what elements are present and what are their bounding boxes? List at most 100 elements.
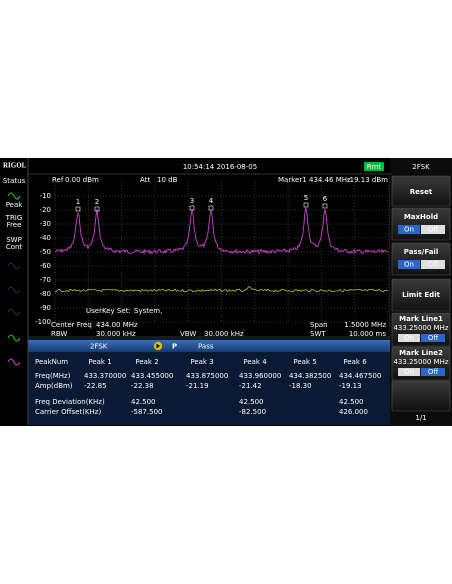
table-cell: 433.370000 bbox=[84, 372, 126, 380]
peak-marker-label: 6 bbox=[323, 195, 328, 203]
swt-label: SWT bbox=[310, 330, 326, 338]
table-header: Peak 2 bbox=[135, 358, 158, 366]
table-cell: -18.30 bbox=[289, 382, 312, 390]
table-cell: 433.455000 bbox=[131, 372, 173, 380]
passfail: Pass/Fail bbox=[404, 248, 438, 256]
peak-marker-label: 4 bbox=[209, 197, 214, 205]
toggle-on bbox=[398, 260, 420, 269]
toggle-off bbox=[421, 368, 445, 376]
y-tick-label: -20 bbox=[40, 206, 51, 214]
y-tick-label: -70 bbox=[40, 276, 51, 284]
table-header: PeakNum bbox=[35, 358, 68, 366]
rbw-value: 30.000 kHz bbox=[96, 330, 136, 338]
limit-edit-button[interactable] bbox=[391, 278, 451, 312]
empty-button[interactable] bbox=[391, 380, 451, 412]
toggle-on-label: On bbox=[404, 368, 414, 376]
peak-marker-label: 2 bbox=[95, 198, 99, 206]
limit-edit: Limit Edit bbox=[402, 291, 441, 299]
y-tick-label: -90 bbox=[40, 304, 51, 312]
ref-value: 0.00 dBm bbox=[65, 176, 99, 184]
toggle-on-label: On bbox=[404, 226, 414, 234]
status-icon bbox=[7, 286, 21, 294]
menu-title: 2FSK bbox=[412, 163, 430, 171]
reset-button[interactable] bbox=[391, 175, 451, 207]
toggle-off bbox=[421, 225, 445, 234]
status-icon bbox=[7, 358, 21, 366]
maxhold: MaxHold bbox=[404, 213, 438, 221]
toggle-off-label: Off bbox=[428, 334, 439, 342]
peak-marker-label: 3 bbox=[190, 197, 194, 205]
table-header: Peak 4 bbox=[243, 358, 267, 366]
table-header: Peak 3 bbox=[190, 358, 213, 366]
row-label: Freq Deviation(KHz) bbox=[35, 398, 105, 406]
vbw-value: 30.000 kHz bbox=[204, 330, 244, 338]
status-item: Cont bbox=[6, 243, 23, 251]
status-item: SWP bbox=[6, 236, 22, 244]
trace-magenta bbox=[54, 207, 389, 255]
toggle-on bbox=[398, 225, 420, 234]
table-cell: -21.42 bbox=[239, 382, 262, 390]
peak-marker bbox=[189, 205, 195, 211]
status-item: Free bbox=[7, 221, 22, 229]
toggle-off-label: Off bbox=[428, 261, 439, 269]
status-icon bbox=[7, 192, 21, 200]
status-item: Peak bbox=[6, 201, 24, 209]
table-cell: -587.500 bbox=[131, 408, 162, 416]
markline2: Mark Line2 bbox=[399, 349, 443, 357]
userkey: UserKey Set: bbox=[86, 307, 131, 315]
y-tick-label: -80 bbox=[40, 290, 51, 298]
table-cell: 42.500 bbox=[239, 398, 264, 406]
status-icon bbox=[7, 334, 21, 342]
ref-label: Ref bbox=[52, 176, 64, 184]
remote: Rmt bbox=[367, 163, 382, 171]
y-tick-label: -10 bbox=[40, 192, 51, 200]
pass-result: Pass bbox=[198, 343, 214, 351]
measure-title-bar bbox=[28, 340, 390, 352]
span-value: 1.5000 MHz bbox=[344, 321, 386, 329]
markline2-value: 433.25000 MHz bbox=[393, 358, 448, 366]
logo: RIGOL bbox=[3, 162, 27, 170]
att-label: Att bbox=[140, 176, 150, 184]
plot-frame bbox=[27, 173, 391, 338]
row-label: Carrier Offset(KHz) bbox=[35, 408, 101, 416]
toggle-off bbox=[421, 260, 445, 269]
y-tick-label: -30 bbox=[40, 220, 51, 228]
status-item: TRIG bbox=[5, 214, 23, 222]
marker-amp: -19.13 dBm bbox=[347, 176, 388, 184]
table-cell: -19.13 bbox=[339, 382, 362, 390]
pass-icon: P bbox=[172, 343, 177, 351]
status-icon bbox=[7, 308, 21, 316]
toggle-on-label: On bbox=[404, 334, 414, 342]
center-value: 434.00 MHz bbox=[96, 321, 138, 329]
peak-marker bbox=[75, 206, 81, 212]
vbw-label: VBW bbox=[180, 330, 196, 338]
span-label: Span bbox=[310, 321, 328, 329]
rbw-label: RBW bbox=[51, 330, 67, 338]
table-cell: -21.19 bbox=[186, 382, 209, 390]
table-cell: 433.875000 bbox=[186, 372, 228, 380]
table-cell: -22.85 bbox=[84, 382, 107, 390]
play-arrow bbox=[156, 343, 160, 349]
center-label: Center Freq bbox=[51, 321, 92, 329]
peak-marker-label: 5 bbox=[304, 194, 308, 202]
table-cell: 433.960000 bbox=[239, 372, 281, 380]
reset: Reset bbox=[410, 188, 433, 196]
y-tick-label: -100 bbox=[35, 318, 51, 326]
y-tick-label: -40 bbox=[40, 234, 51, 242]
table-cell: 42.500 bbox=[339, 398, 364, 406]
markline1: Mark Line1 bbox=[399, 315, 443, 323]
status-icon bbox=[7, 262, 21, 270]
measure-panel bbox=[28, 338, 390, 425]
marker-label: Marker1 bbox=[278, 176, 307, 184]
table-cell: 434.382500 bbox=[289, 372, 331, 380]
table-cell: -82.500 bbox=[239, 408, 266, 416]
att-value: 10 dB bbox=[157, 176, 178, 184]
toggle-on bbox=[398, 368, 420, 376]
table-header: Peak 6 bbox=[343, 358, 367, 366]
table-cell: 426.000 bbox=[339, 408, 368, 416]
time: 10:54:14 2016-08-05 bbox=[183, 163, 257, 171]
peak-marker bbox=[322, 203, 328, 209]
marker-freq: 434.46 MHz bbox=[309, 176, 351, 184]
swt-value: 10.000 ms bbox=[349, 330, 387, 338]
